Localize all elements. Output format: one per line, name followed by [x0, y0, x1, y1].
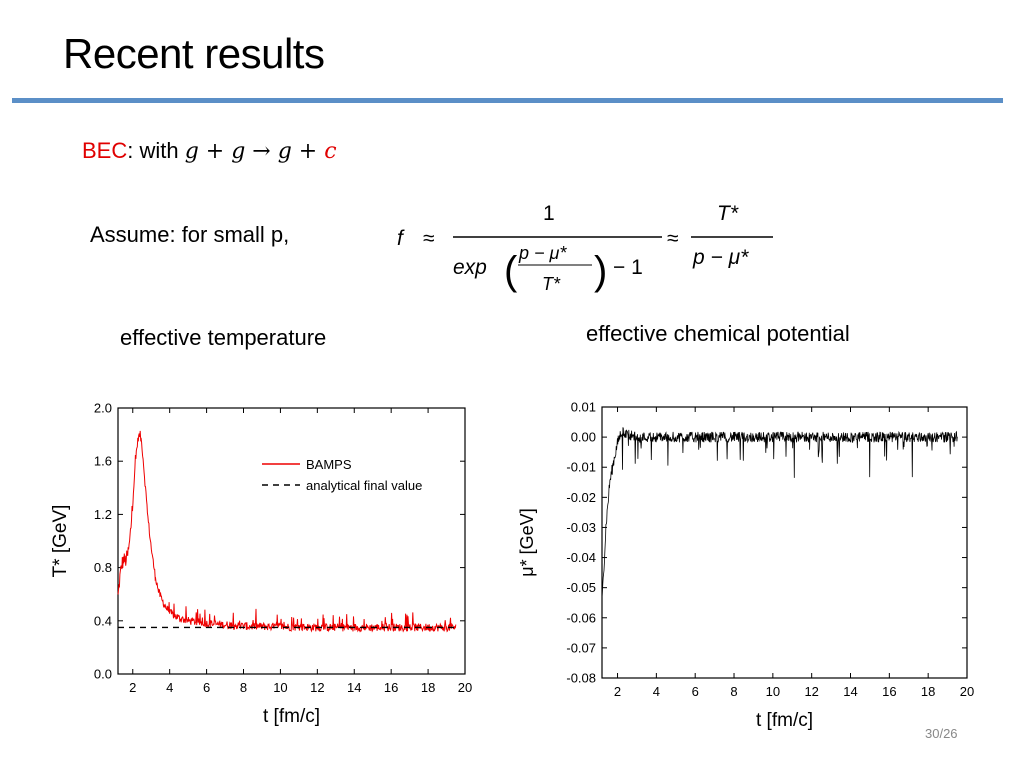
- x-tick-label: 6: [692, 684, 699, 699]
- formula-exp: exp: [453, 256, 487, 279]
- x-tick-label: 8: [240, 680, 247, 695]
- y-tick-label: -0.08: [566, 671, 596, 686]
- title-divider: [12, 98, 1003, 103]
- caption-effective-temperature: effective temperature: [120, 325, 327, 350]
- x-tick-label: 8: [730, 684, 737, 699]
- y-tick-label: -0.05: [566, 580, 596, 595]
- y-tick-label: 1.2: [94, 507, 112, 522]
- formula-rhs-num: T*: [717, 202, 739, 225]
- bec-label: BEC: [82, 138, 128, 163]
- y-tick-label: 1.6: [94, 454, 112, 469]
- formula-one: 1: [543, 202, 555, 225]
- bec-with: : with: [127, 138, 185, 163]
- formula-f: f: [397, 227, 405, 250]
- bec-line: BEC: with g + g → g + c: [82, 138, 337, 164]
- plot-frame: [601, 406, 968, 679]
- x-tick-label: 6: [203, 680, 210, 695]
- y-tick-label: 0.8: [94, 560, 112, 575]
- x-tick-label: 20: [458, 680, 472, 695]
- formula-approx-1: ≈: [423, 227, 435, 250]
- series-line-0: [601, 427, 958, 598]
- x-tick-label: 18: [421, 680, 435, 695]
- y-tick-label: 0.01: [571, 400, 596, 415]
- y-tick-label: -0.01: [566, 460, 596, 475]
- x-tick-label: 16: [882, 684, 896, 699]
- x-tick-label: 10: [766, 684, 780, 699]
- plot-frame: [117, 407, 466, 675]
- x-tick-label: 20: [960, 684, 974, 699]
- formula-approx-2: ≈: [667, 227, 679, 250]
- legend: BAMPS analytical final value: [262, 457, 422, 493]
- y-tick-label: 0.4: [94, 613, 112, 628]
- x-axis-label: t [fm/c]: [756, 710, 813, 731]
- y-tick-label: -0.06: [566, 610, 596, 625]
- x-tick-label: 12: [804, 684, 818, 699]
- distribution-formula: f ≈ 1 exp ( p − μ* T* ) − 1 ≈ T* p − μ*: [397, 202, 773, 294]
- formula-paren-open: (: [504, 249, 518, 293]
- formula-minus-one: − 1: [613, 256, 643, 279]
- legend-bamps-label: BAMPS: [306, 457, 352, 472]
- y-tick-label: -0.07: [566, 640, 596, 655]
- temperature-chart: 2 4 6 8 10 12 14 16 18 20 0.0 0.4 0.8 1.2 1.6 2.0 t [fm/…: [50, 401, 472, 728]
- x-tick-label: 2: [129, 680, 136, 695]
- x-axis-label: t [fm/c]: [263, 706, 320, 727]
- y-tick-label: -0.04: [566, 550, 596, 565]
- bec-reaction: g + g → g +: [184, 139, 325, 164]
- slide-title: Recent results: [63, 30, 325, 77]
- series-bamps: [117, 430, 457, 633]
- chemical-potential-chart: 2 4 6 8 10 12 14 16 18 20 0.01 0.00 -0.01 -0.02 -0.03 -…: [517, 400, 974, 732]
- caption-effective-chemical-potential: effective chemical potential: [586, 321, 850, 346]
- x-tick-label: 14: [843, 684, 857, 699]
- y-tick-label: -0.03: [566, 520, 596, 535]
- y-tick-label: 0.0: [94, 667, 112, 682]
- bec-reaction-c: c: [324, 139, 337, 164]
- formula-num-inner: p − μ*: [518, 243, 567, 263]
- legend-analytical-label: analytical final value: [306, 478, 422, 493]
- x-tick-label: 2: [614, 684, 621, 699]
- x-tick-label: 14: [347, 680, 361, 695]
- x-tick-label: 4: [653, 684, 660, 699]
- formula-paren-close: ): [594, 249, 607, 293]
- x-tick-label: 10: [273, 680, 287, 695]
- y-tick-label: 2.0: [94, 401, 112, 416]
- x-tick-label: 12: [310, 680, 324, 695]
- x-tick-label: 18: [921, 684, 935, 699]
- y-tick-label: 0.00: [571, 430, 596, 445]
- formula-den-inner: T*: [542, 274, 561, 294]
- formula-rhs-den: p − μ*: [692, 246, 749, 269]
- page-number: 30/26: [925, 726, 958, 741]
- y-axis-label: μ* [GeV]: [517, 508, 537, 576]
- assume-text: Assume: for small p,: [90, 222, 290, 247]
- x-tick-label: 16: [384, 680, 398, 695]
- y-tick-label: -0.02: [566, 490, 596, 505]
- y-axis-label: T* [GeV]: [50, 505, 71, 578]
- x-tick-label: 4: [166, 680, 173, 695]
